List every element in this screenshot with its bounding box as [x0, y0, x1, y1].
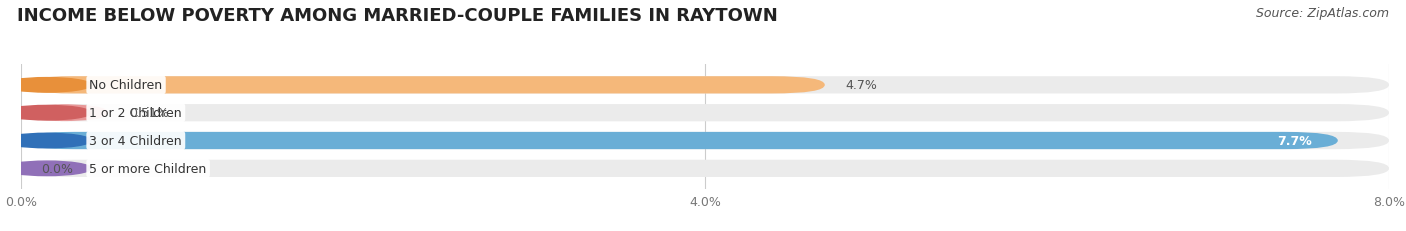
Text: 7.7%: 7.7%: [1278, 134, 1312, 147]
Text: No Children: No Children: [90, 79, 163, 92]
Text: INCOME BELOW POVERTY AMONG MARRIED-COUPLE FAMILIES IN RAYTOWN: INCOME BELOW POVERTY AMONG MARRIED-COUPL…: [17, 7, 778, 25]
Text: Source: ZipAtlas.com: Source: ZipAtlas.com: [1256, 7, 1389, 20]
Text: 5 or more Children: 5 or more Children: [90, 162, 207, 175]
FancyBboxPatch shape: [21, 105, 108, 122]
Circle shape: [3, 134, 91, 148]
Text: 4.7%: 4.7%: [845, 79, 877, 92]
Circle shape: [3, 161, 91, 176]
FancyBboxPatch shape: [21, 77, 1389, 94]
Circle shape: [3, 78, 91, 93]
FancyBboxPatch shape: [21, 77, 825, 94]
Text: 3 or 4 Children: 3 or 4 Children: [90, 134, 183, 147]
FancyBboxPatch shape: [21, 132, 1339, 149]
Text: 0.51%: 0.51%: [129, 107, 169, 120]
Circle shape: [3, 106, 91, 120]
Text: 0.0%: 0.0%: [42, 162, 73, 175]
FancyBboxPatch shape: [21, 132, 1389, 149]
FancyBboxPatch shape: [21, 105, 1389, 122]
Text: 1 or 2 Children: 1 or 2 Children: [90, 107, 183, 120]
FancyBboxPatch shape: [21, 160, 1389, 177]
